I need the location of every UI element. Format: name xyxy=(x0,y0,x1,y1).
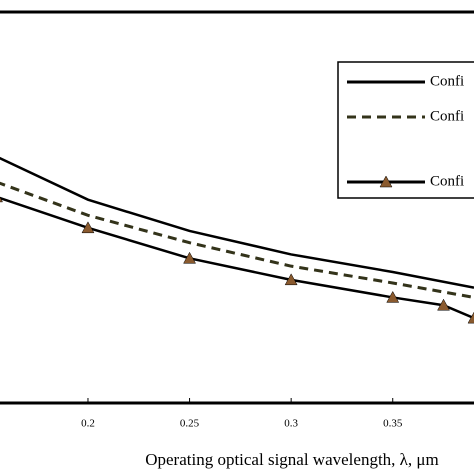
marker xyxy=(0,196,3,203)
marker xyxy=(183,251,196,264)
series-line xyxy=(0,181,474,299)
marker xyxy=(81,221,95,234)
x-tick-label: 0.2 xyxy=(81,418,95,430)
legend-box xyxy=(337,61,474,199)
plot-frame xyxy=(0,10,474,405)
x-axis-label: Operating optical signal wavelength, λ, … xyxy=(145,450,439,469)
marker xyxy=(467,311,474,324)
series-line xyxy=(0,156,474,289)
legend-label: Confi xyxy=(430,108,464,124)
legend-label: Confi xyxy=(430,73,464,89)
series-line xyxy=(0,196,474,320)
marker xyxy=(437,298,450,311)
x-tick-label: 0.3 xyxy=(284,418,298,430)
marker xyxy=(386,290,400,303)
x-tick-label: 0.25 xyxy=(180,418,200,430)
marker xyxy=(284,273,298,286)
x-tick-label: 0.35 xyxy=(383,418,403,430)
legend-label: Confi xyxy=(430,173,464,189)
legend-marker xyxy=(379,175,393,188)
